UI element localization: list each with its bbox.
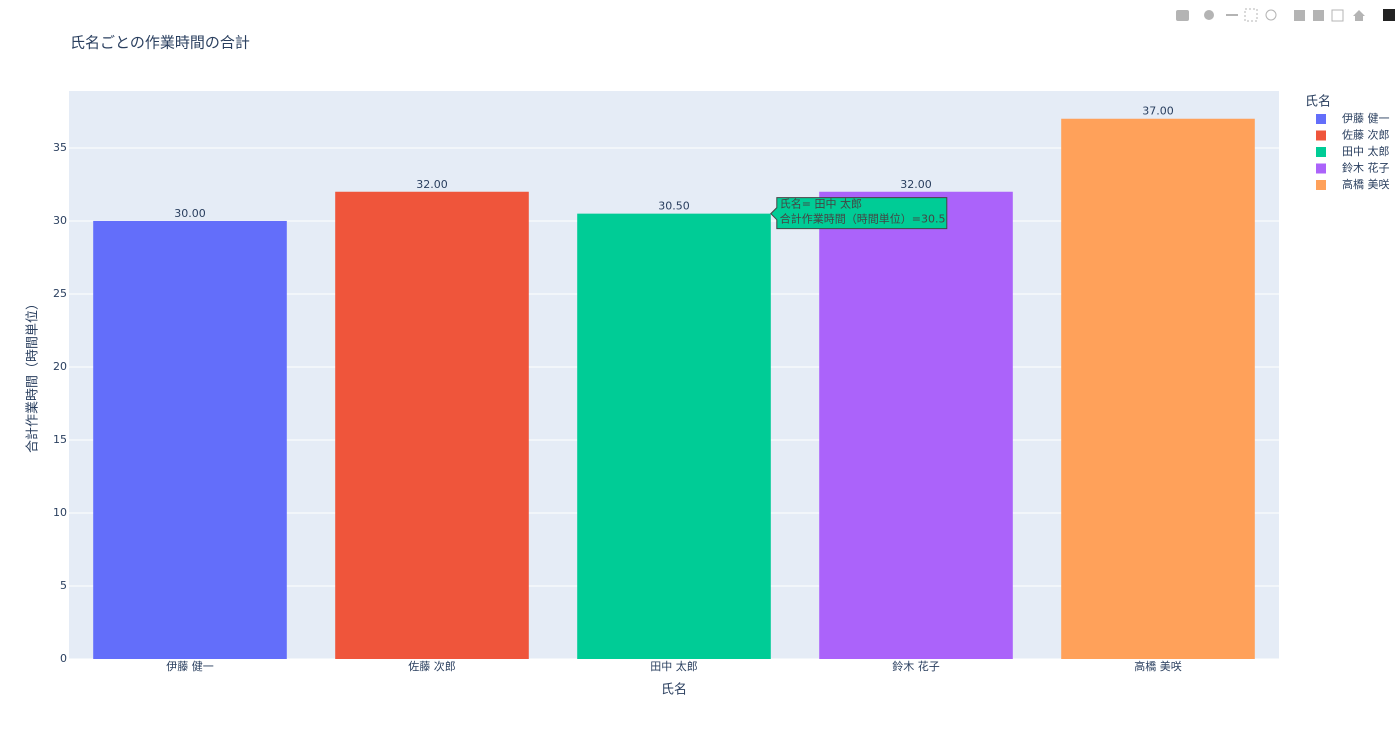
bar: [93, 220, 287, 659]
x-tick-label: 伊藤 健一: [166, 660, 214, 673]
autoscale-icon[interactable]: [1331, 9, 1344, 22]
select-icon[interactable]: [1244, 8, 1258, 22]
legend-label: 伊藤 健一: [1342, 112, 1390, 125]
legend-label: 佐藤 次郎: [1342, 128, 1390, 142]
y-tick-label: 0: [60, 652, 67, 665]
zoom-icon[interactable]: [1204, 10, 1214, 20]
legend-title: 氏名: [1305, 94, 1331, 110]
value-label: 37.00: [1142, 105, 1174, 118]
x-tick-label: 田中 太郎: [650, 659, 698, 673]
legend-label: 田中 太郎: [1342, 144, 1390, 158]
value-label: 32.00: [900, 178, 932, 191]
zoom-out-icon[interactable]: [1313, 10, 1324, 21]
y-tick-label: 35: [53, 141, 67, 154]
bar: [577, 213, 771, 659]
y-tick-label: 25: [53, 287, 67, 300]
modebar[interactable]: [1176, 8, 1395, 22]
legend-swatch: [1316, 130, 1326, 141]
hover-box: [770, 197, 948, 230]
value-label: 30.00: [174, 207, 206, 220]
legend-swatch: [1316, 147, 1326, 157]
bar: [1061, 118, 1255, 660]
pan-icon[interactable]: [1226, 14, 1238, 16]
hover-text: 合計作業時間（時間単位）=30.5: [780, 212, 946, 226]
lasso-icon[interactable]: [1265, 9, 1277, 21]
y-tick-label: 10: [53, 506, 67, 519]
legend-label: 高橋 美咲: [1342, 177, 1390, 191]
chart-title: 氏名ごとの作業時間の合計: [70, 34, 250, 52]
x-tick-label: 高橋 美咲: [1134, 659, 1182, 673]
legend-swatch: [1316, 163, 1326, 174]
bar: [335, 191, 529, 659]
y-tick-label: 30: [53, 214, 67, 227]
value-label: 30.50: [658, 200, 690, 213]
reset-icon[interactable]: [1353, 10, 1365, 21]
value-label: 32.00: [416, 178, 448, 191]
plotly-logo[interactable]: [1383, 9, 1395, 21]
x-axis-title: 氏名: [661, 682, 687, 698]
camera-icon[interactable]: [1176, 10, 1189, 21]
y-tick-label: 5: [60, 579, 67, 592]
legend-swatch: [1316, 180, 1326, 190]
bar: [819, 191, 1013, 659]
zoom-in-icon[interactable]: [1294, 10, 1305, 21]
hover-text: 氏名= 田中 太郎: [780, 197, 862, 211]
x-tick-label: 佐藤 次郎: [408, 659, 456, 673]
x-tick-label: 鈴木 花子: [892, 659, 940, 673]
y-tick-label: 15: [53, 433, 67, 446]
legend-swatch: [1316, 114, 1326, 124]
y-axis-title: 合計作業時間（時間単位）: [25, 297, 41, 453]
y-tick-label: 20: [53, 360, 67, 373]
legend-label: 鈴木 花子: [1342, 161, 1390, 175]
